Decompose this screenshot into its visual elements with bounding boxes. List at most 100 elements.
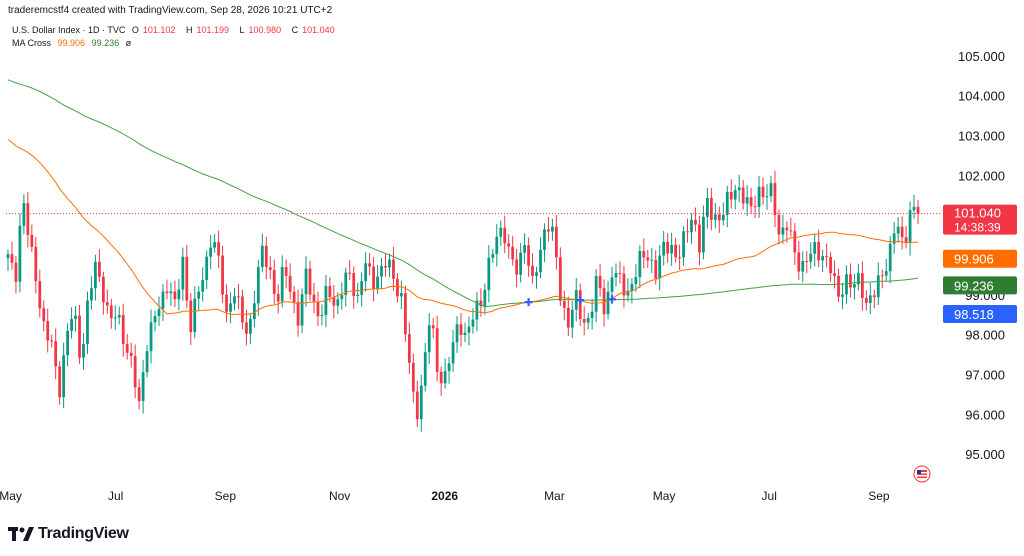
candle (113, 305, 117, 330)
candle (197, 286, 201, 311)
footer: TradingView (8, 525, 129, 543)
candle (201, 267, 205, 302)
ma-slow-line (7, 79, 919, 308)
candle (678, 244, 681, 270)
candle (535, 266, 538, 289)
candle (904, 226, 908, 249)
candle (749, 187, 753, 214)
candle (467, 316, 471, 346)
candle (602, 279, 606, 327)
candle (225, 284, 228, 323)
flag-icon[interactable] (913, 465, 931, 483)
candle (765, 184, 769, 210)
candle (260, 233, 264, 273)
brand-name: TradingView (38, 525, 129, 542)
candle (435, 315, 439, 382)
cross-markers (524, 295, 617, 307)
candle (129, 342, 133, 368)
candle (10, 241, 14, 270)
candle (336, 292, 340, 315)
candle (562, 290, 566, 321)
candle (658, 245, 662, 291)
candle (737, 174, 741, 203)
candle (252, 290, 256, 328)
candle (58, 360, 62, 405)
cross-marker-icon (608, 295, 617, 304)
candle (709, 188, 713, 231)
ma-fast-price-label: 99.906 (943, 249, 1017, 268)
candle (332, 284, 336, 319)
candle (694, 207, 697, 232)
x-tick-label: May (0, 489, 22, 503)
time-axis[interactable]: May Jul Sep Nov 2026 Mar May Jul Sep (0, 489, 890, 503)
candle (431, 317, 435, 339)
candle (284, 259, 288, 289)
candle (86, 291, 89, 354)
candle (50, 334, 54, 348)
candle (654, 250, 658, 285)
candle (598, 263, 602, 297)
candle (634, 264, 638, 292)
candle (42, 300, 46, 332)
candle (312, 282, 316, 314)
y-tick-label: 104.000 (958, 89, 1005, 104)
candle (193, 286, 197, 339)
candle (880, 269, 884, 289)
candle (169, 282, 173, 306)
candle (809, 242, 813, 269)
candle (753, 195, 757, 218)
candle (439, 366, 443, 396)
candle (344, 267, 348, 307)
candle (34, 237, 38, 294)
candle (773, 170, 777, 228)
candle (531, 253, 534, 284)
y-tick-label: 105.000 (958, 49, 1005, 64)
candle (523, 233, 526, 264)
candle (388, 253, 391, 278)
candle (666, 233, 670, 263)
candle (121, 303, 125, 357)
x-tick-label: Sep (215, 489, 237, 503)
candle (14, 255, 18, 294)
candle (249, 313, 252, 345)
candle (141, 359, 145, 414)
countdown-text: 14:38:39 (954, 221, 1001, 235)
candle (837, 268, 840, 302)
candle (38, 269, 42, 318)
candle (483, 283, 487, 315)
candle (149, 309, 153, 364)
x-tick-label: May (653, 489, 676, 503)
y-tick-label: 96.000 (965, 407, 1005, 422)
candle (304, 256, 308, 307)
candle (288, 263, 292, 300)
candle (74, 306, 77, 332)
candle (316, 291, 320, 327)
candle (912, 194, 916, 219)
candle (872, 289, 876, 309)
candle (272, 259, 276, 304)
candle (578, 283, 582, 326)
candle (539, 237, 542, 279)
candle (864, 290, 868, 311)
candle (256, 260, 260, 316)
candle (868, 282, 872, 315)
candle (888, 235, 892, 284)
x-tick-label: Jul (108, 489, 123, 503)
candle (217, 230, 220, 269)
x-tick-label: Jul (762, 489, 777, 503)
candle (662, 230, 666, 266)
high-value: H 101.199 (185, 25, 230, 35)
y-tick-label: 102.000 (958, 168, 1005, 183)
x-tick-label: 2026 (431, 489, 458, 503)
candle (674, 237, 677, 263)
candle (857, 263, 860, 291)
candle (503, 215, 507, 254)
candles-layer (6, 170, 920, 432)
candle (6, 249, 10, 271)
candle (853, 273, 856, 300)
candle (682, 226, 685, 266)
candle (82, 333, 85, 370)
